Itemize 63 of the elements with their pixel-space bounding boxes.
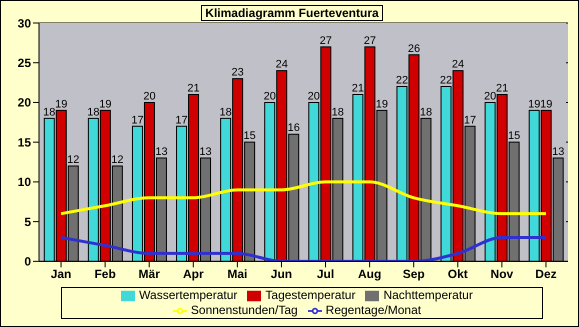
x-tick-label: Jul [316, 266, 334, 281]
data-label: 17 [131, 114, 144, 126]
line-series [60, 236, 548, 262]
data-label: 20 [143, 90, 156, 102]
data-label: 26 [408, 42, 420, 55]
legend-label: Wassertemperatur [139, 288, 238, 302]
legend-label: Sonnenstunden/Tag [190, 303, 298, 318]
x-tick-label: Dez [535, 266, 557, 281]
data-label: 24 [452, 58, 464, 71]
data-label: 19 [540, 98, 552, 110]
data-label: 27 [320, 34, 332, 47]
y-tick-label: 15 [18, 135, 32, 150]
legend-label: Tagestemperatur [265, 288, 356, 302]
data-label: 18 [220, 106, 232, 118]
data-label: 15 [244, 130, 256, 142]
line-series [60, 180, 548, 216]
data-label: 18 [87, 106, 100, 118]
data-label: 19 [376, 98, 388, 110]
data-label: 13 [199, 146, 212, 158]
y-tick-label: 0 [24, 254, 32, 269]
data-label: 15 [508, 130, 520, 142]
y-tick-label: 30 [18, 16, 32, 30]
data-label: 19 [528, 98, 540, 110]
data-label: 16 [288, 122, 300, 134]
x-tick-label: Mär [138, 266, 160, 281]
data-label: 17 [175, 114, 188, 126]
data-label: 27 [364, 34, 376, 47]
data-label: 18 [43, 106, 56, 118]
data-label: 13 [552, 146, 564, 158]
data-label: 19 [99, 98, 112, 110]
legend-label: Nachttemperatur [383, 288, 473, 302]
x-tick-label: Okt [448, 266, 468, 281]
data-label: 20 [308, 90, 320, 102]
data-label: 18 [420, 106, 432, 118]
data-label: 20 [484, 90, 496, 102]
x-tick-label: Feb [94, 266, 116, 281]
y-tick-label: 25 [18, 56, 32, 70]
data-label: 21 [352, 82, 364, 95]
y-tick-label: 20 [18, 96, 32, 110]
data-label: 23 [232, 66, 244, 79]
legend-label: Regentage/Monat [326, 303, 422, 318]
data-label: 24 [276, 58, 288, 71]
data-label: 19 [55, 98, 68, 110]
data-label: 21 [187, 82, 200, 95]
x-tick-label: Nov [490, 266, 514, 281]
y-tick-label: 10 [18, 175, 32, 190]
data-label: 21 [496, 82, 508, 95]
data-label: 12 [111, 154, 124, 166]
x-tick-label: Aug [358, 266, 382, 281]
y-tick-label: 5 [24, 214, 32, 229]
data-label: 20 [264, 90, 276, 102]
data-label: 12 [67, 154, 80, 166]
data-label: 13 [155, 146, 168, 158]
x-tick-label: Jun [270, 266, 292, 281]
x-tick-label: Sep [402, 266, 425, 281]
data-label: 18 [332, 106, 344, 118]
chart-title: Klimadiagramm Fuerteventura [201, 5, 383, 21]
data-label: 17 [464, 114, 476, 126]
x-tick-label: Jan [50, 266, 72, 281]
data-label: 22 [396, 74, 408, 87]
data-label: 22 [440, 74, 452, 87]
x-tick-label: Apr [182, 266, 204, 281]
x-tick-label: Mai [227, 266, 248, 281]
